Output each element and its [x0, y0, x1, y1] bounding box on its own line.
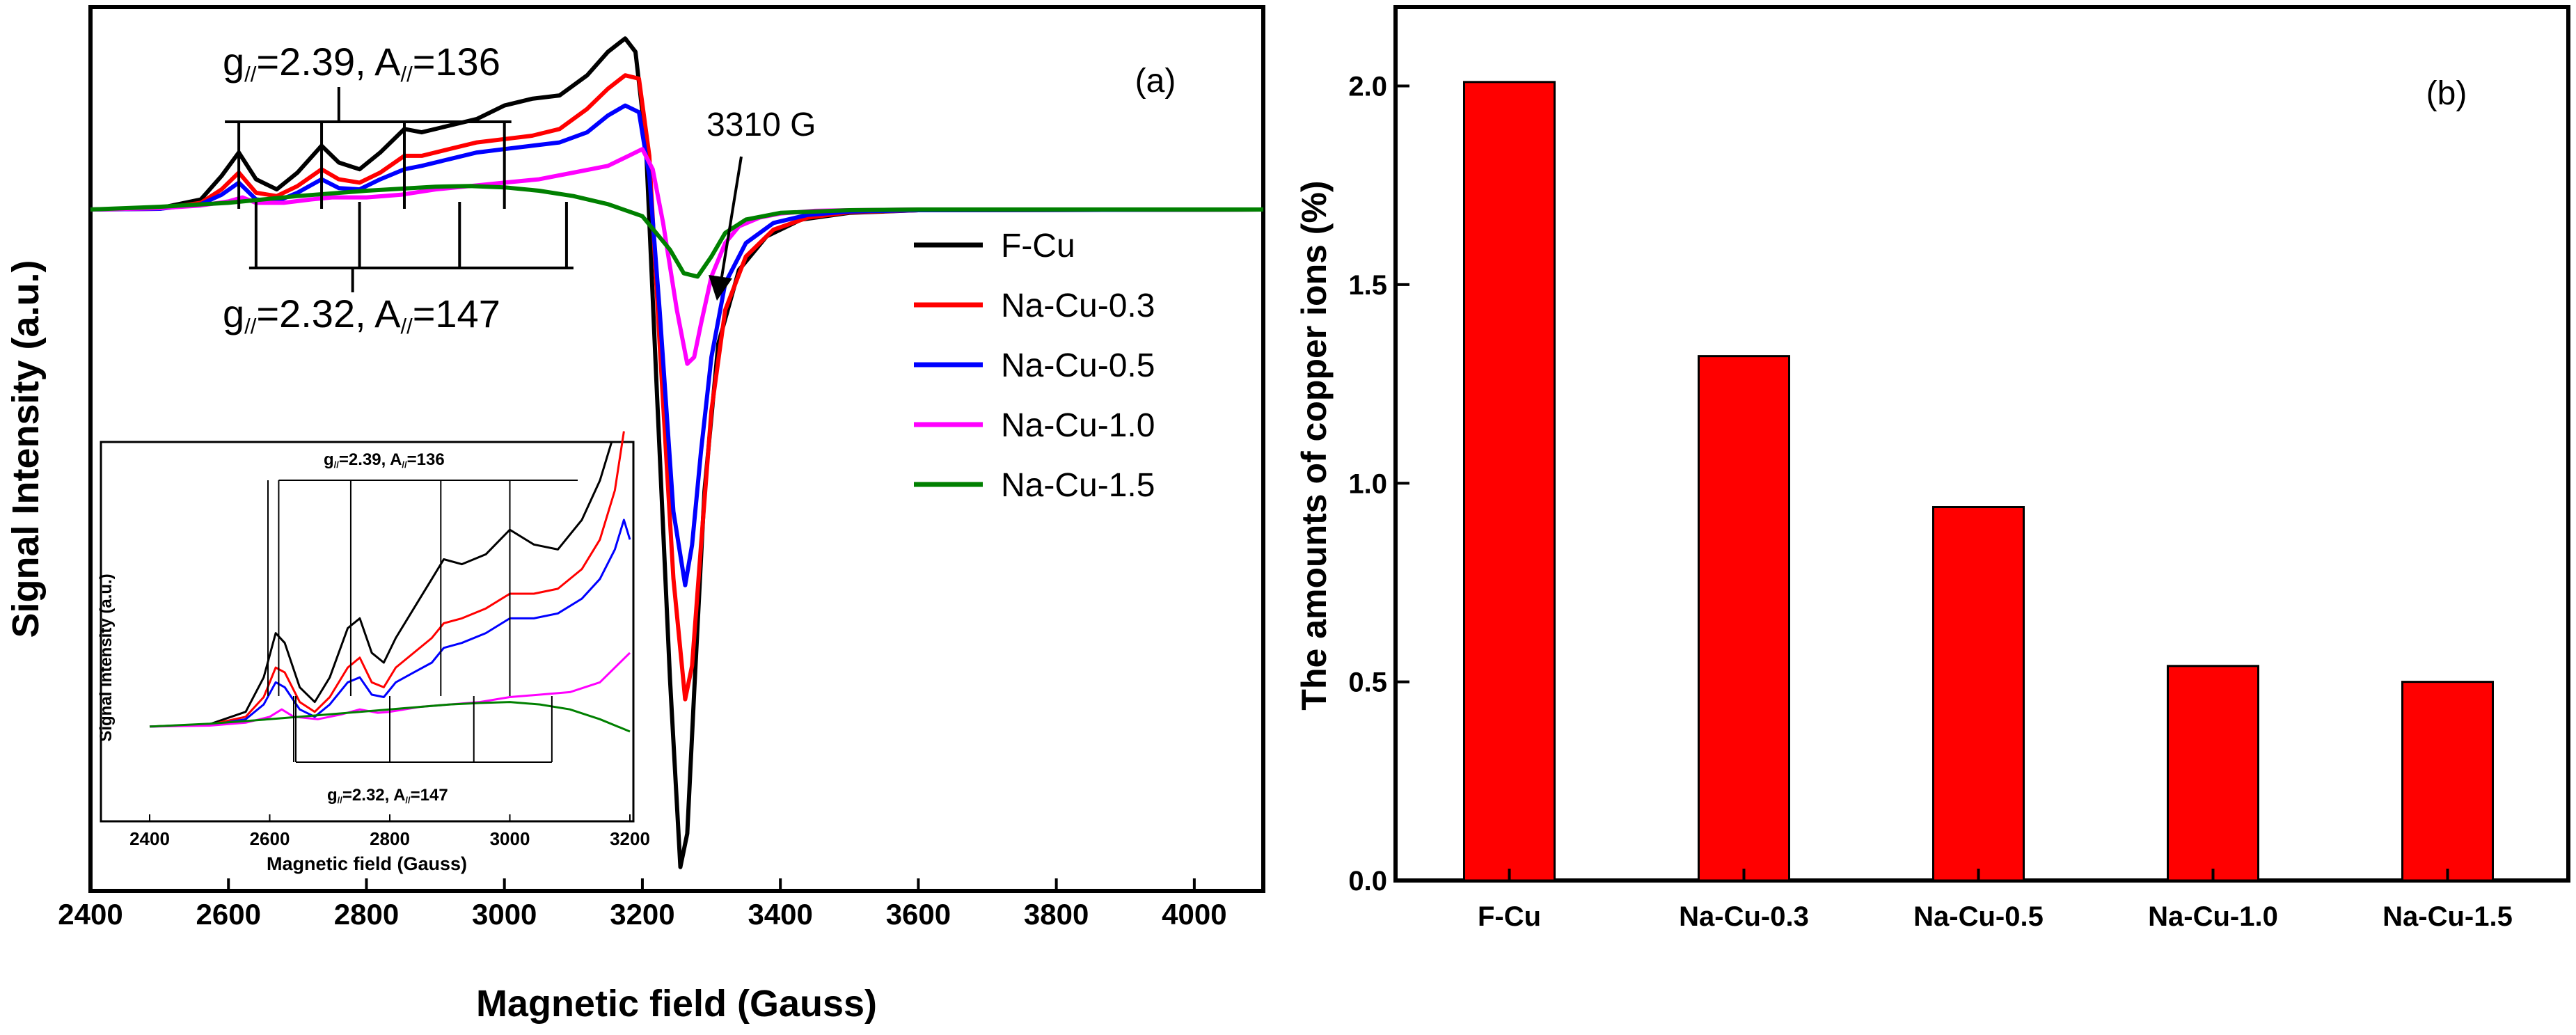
- panel-a-legend: F-Cu Na-Cu-0.3 Na-Cu-0.5 Na-Cu-1.0 Na-Cu-1.5: [914, 228, 1155, 504]
- x-tick-label-f-cu: F-Cu: [1478, 901, 1541, 932]
- y-tick-label-0-0: 0.0: [1348, 866, 1387, 896]
- inset-x-axis-label: Magnetic field (Gauss): [267, 853, 467, 874]
- panel-a-annotations: g//=2.39, A//=136 g//=2.32, A//=147 3310 G: [223, 40, 816, 338]
- x-tick-label-na-cu-1-5: Na-Cu-1.5: [2383, 901, 2513, 932]
- annotation-top-g-value: g//=2.39, A//=136: [223, 40, 500, 86]
- panel-b-y-axis-label: The amounts of copper ions (%): [1295, 180, 1334, 710]
- series-line-na-cu-1-0: [90, 147, 1263, 366]
- x-tick-label-2400: 2400: [129, 828, 170, 849]
- annotation-3310-arrow-head: [709, 275, 732, 301]
- inset-annotation-top: g//=2.39, A//=136: [324, 450, 445, 470]
- x-tick-label-3000: 3000: [490, 828, 530, 849]
- annotation-bottom-g-value: g//=2.32, A//=147: [223, 292, 500, 338]
- legend-label-f-cu: F-Cu: [1001, 228, 1075, 264]
- panel-a-y-axis-label: Signal Intensity (a.u.): [5, 260, 47, 638]
- inset-frame: [100, 441, 635, 823]
- x-tick-label-2800: 2800: [370, 828, 410, 849]
- panel-a-x-ticks: 2400 2600 2800 3000 3200 3400 3600 3800 4000: [58, 878, 1227, 931]
- series-line-f-cu: [90, 36, 1264, 869]
- panel-a-frame: [88, 5, 1265, 893]
- series-line-na-cu-1-5: [149, 701, 631, 733]
- x-tick-label-na-cu-0-3: Na-Cu-0.3: [1679, 901, 1809, 932]
- x-tick-label-3600: 3600: [886, 898, 951, 931]
- bar-na-cu-0-3: [1698, 355, 1790, 882]
- series-line-f-cu: [149, 441, 613, 728]
- legend-label-na-cu-1-5: Na-Cu-1.5: [1001, 467, 1155, 504]
- panel-a-x-axis-label: Magnetic field (Gauss): [476, 983, 877, 1025]
- annotation-3310-label: 3310 G: [706, 106, 816, 143]
- x-tick-label-na-cu-1-0: Na-Cu-1.0: [2148, 901, 2278, 932]
- x-tick-label-2800: 2800: [334, 898, 399, 931]
- panel-b-x-ticks: F-Cu Na-Cu-0.3 Na-Cu-0.5 Na-Cu-1.0 Na-Cu-1.5: [1478, 869, 2513, 932]
- x-tick-label-3400: 3400: [748, 898, 812, 931]
- x-tick-label-2400: 2400: [58, 898, 123, 931]
- x-tick-label-3200: 3200: [610, 898, 674, 931]
- inset-y-axis-label: Signal Intensity (a.u.): [97, 574, 116, 741]
- panel-b-label: (b): [2426, 75, 2467, 112]
- legend-label-na-cu-1-0: Na-Cu-1.0: [1001, 407, 1155, 444]
- x-tick-label-3200: 3200: [610, 828, 650, 849]
- panel-b-bars: [1463, 81, 2494, 882]
- bar-f-cu: [1463, 81, 1556, 882]
- bar-na-cu-0-5: [1932, 506, 2025, 882]
- annotation-3310-arrow-shaft: [719, 156, 743, 286]
- bar-na-cu-1-5: [2401, 681, 2494, 882]
- x-tick-label-na-cu-0-5: Na-Cu-0.5: [1913, 901, 2044, 932]
- panel-b-y-ticks: 0.0 0.5 1.0 1.5 2.0: [1348, 72, 1409, 896]
- x-tick-label-2600: 2600: [250, 828, 290, 849]
- inset: 2400 2600 2800 3000 3200 g//=2.39, A//=136g/…: [97, 431, 650, 874]
- series-line-na-cu-0-3: [149, 431, 625, 728]
- panel-b: 0.0 0.5 1.0 1.5 2.0 F-Cu Na-Cu-0.3 Na-Cu-0.5 Na…: [1295, 5, 2570, 932]
- y-tick-label-0-5: 0.5: [1348, 667, 1387, 698]
- legend-label-na-cu-0-5: Na-Cu-0.5: [1001, 347, 1155, 384]
- inset-annotations: g//=2.39, A//=136 g//=2.32, A//=147: [267, 450, 578, 805]
- series-line-na-cu-1-5: [90, 184, 1263, 279]
- panel-a: 2400 2600 2800 3000 3200 3400 3600 3800 4000 g//…: [5, 5, 1265, 1025]
- y-tick-label-1-5: 1.5: [1348, 270, 1387, 301]
- x-tick-label-3800: 3800: [1024, 898, 1089, 931]
- bar-na-cu-1-0: [2167, 665, 2259, 882]
- panel-a-label: (a): [1135, 63, 1176, 100]
- y-tick-label-2-0: 2.0: [1348, 72, 1387, 102]
- x-tick-label-2600: 2600: [196, 898, 261, 931]
- x-tick-label-3000: 3000: [472, 898, 537, 931]
- x-tick-label-4000: 4000: [1162, 898, 1226, 931]
- series-line-na-cu-1-0: [149, 651, 631, 728]
- y-tick-label-1-0: 1.0: [1348, 468, 1387, 499]
- inset-x-ticks: 2400 2600 2800 3000 3200: [129, 814, 650, 849]
- legend-label-na-cu-0-3: Na-Cu-0.3: [1001, 287, 1155, 324]
- inset-annotation-bottom: g//=2.32, A//=147: [327, 786, 448, 805]
